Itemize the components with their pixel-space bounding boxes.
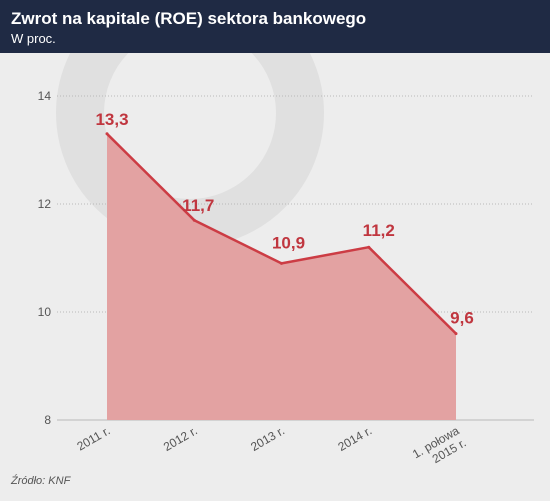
chart-subtitle: W proc. xyxy=(11,31,56,46)
x-tick-label: 2011 r. xyxy=(74,423,112,453)
x-tick-text: 2012 r. xyxy=(161,423,200,453)
y-tick-label: 8 xyxy=(44,413,51,427)
data-point xyxy=(454,332,458,336)
y-tick-label: 14 xyxy=(38,89,52,103)
x-tick-label: 1. połowa2015 r. xyxy=(410,423,469,473)
x-tick-text: 2014 r. xyxy=(335,423,374,453)
x-tick-text: 1. połowa2015 r. xyxy=(410,423,469,473)
y-tick-label: 12 xyxy=(38,197,52,211)
roe-chart: 8 10 12 14 2011 r. 2012 r. 2013 r. 2014 r. 1. p… xyxy=(38,53,534,473)
data-labels: 13,3 11,7 10,9 11,2 9,6 xyxy=(95,110,473,328)
data-label: 9,6 xyxy=(450,309,474,328)
source-note: Źródło: KNF xyxy=(11,475,71,487)
area-fill xyxy=(107,133,456,421)
y-axis-ticks: 8 10 12 14 xyxy=(38,89,52,427)
data-point xyxy=(192,218,196,222)
x-tick-label: 2012 r. xyxy=(161,423,200,453)
data-label: 10,9 xyxy=(272,233,305,252)
chart-header: Zwrot na kapitale (ROE) sektora bankoweg… xyxy=(0,0,550,53)
x-tick-text: 2011 r. xyxy=(74,423,112,453)
data-label: 11,2 xyxy=(363,221,395,240)
data-point xyxy=(105,132,109,136)
y-tick-label: 10 xyxy=(38,305,52,319)
x-tick-label: 2014 r. xyxy=(335,423,374,453)
x-tick-label: 2013 r. xyxy=(248,423,287,453)
data-label: 13,3 xyxy=(95,110,128,129)
data-label: 11,7 xyxy=(182,196,214,215)
data-point xyxy=(280,261,283,265)
chart-panel: 8 10 12 14 2011 r. 2012 r. 2013 r. 2014 r. 1. p… xyxy=(0,53,550,501)
x-tick-text: 2013 r. xyxy=(248,423,287,453)
chart-title: Zwrot na kapitale (ROE) sektora bankoweg… xyxy=(11,9,367,28)
x-axis-labels: 2011 r. 2012 r. 2013 r. 2014 r. 1. połowa201… xyxy=(74,423,469,473)
area-series xyxy=(105,132,458,421)
data-point xyxy=(367,245,371,249)
